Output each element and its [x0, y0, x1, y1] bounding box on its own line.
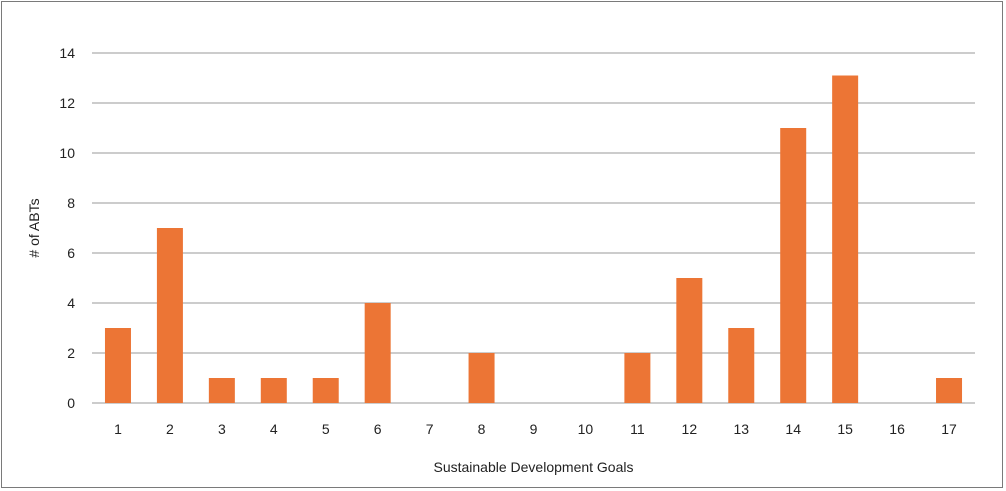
- y-tick-label: 4: [67, 295, 75, 311]
- bar: [260, 378, 287, 403]
- x-tick-label: 1: [114, 421, 122, 437]
- y-tick-label: 8: [67, 195, 75, 211]
- bar: [156, 228, 183, 403]
- bars: [104, 75, 963, 403]
- x-tick-label: 11: [630, 421, 645, 437]
- x-axis-title: Sustainable Development Goals: [433, 459, 633, 475]
- x-tick-label: 12: [682, 421, 698, 437]
- gridlines: [92, 52, 975, 404]
- x-tick-label: 16: [889, 421, 905, 437]
- bar: [936, 378, 963, 403]
- x-axis-ticks: 1 2 3 4 5 6 7 8 9 10 11 12 13 14 15 16 17: [114, 421, 957, 437]
- y-tick-label: 2: [67, 345, 75, 361]
- x-tick-label: 6: [374, 421, 382, 437]
- bar: [312, 378, 339, 403]
- y-axis-title: # of ABTs: [26, 198, 42, 257]
- x-tick-label: 14: [785, 421, 801, 437]
- x-tick-label: 10: [578, 421, 594, 437]
- y-tick-label: 6: [67, 245, 75, 261]
- y-axis-ticks: 0 2 4 6 8 10 12 14: [59, 45, 75, 411]
- x-tick-label: 3: [218, 421, 226, 437]
- y-tick-label: 12: [59, 95, 75, 111]
- bar: [468, 353, 495, 403]
- x-tick-label: 5: [322, 421, 330, 437]
- x-tick-label: 4: [270, 421, 278, 437]
- bar: [676, 278, 703, 403]
- bar: [104, 328, 131, 403]
- x-tick-label: 15: [837, 421, 853, 437]
- x-tick-label: 8: [478, 421, 486, 437]
- bar: [728, 328, 755, 403]
- x-tick-label: 9: [530, 421, 538, 437]
- x-tick-label: 2: [166, 421, 174, 437]
- y-tick-label: 14: [59, 45, 75, 61]
- bar: [780, 128, 807, 403]
- bar: [624, 353, 651, 403]
- x-tick-label: 13: [733, 421, 749, 437]
- bar: [208, 378, 235, 403]
- y-tick-label: 10: [59, 145, 75, 161]
- bar: [364, 303, 391, 403]
- bar: [832, 75, 859, 403]
- y-tick-label: 0: [67, 395, 75, 411]
- x-tick-label: 17: [941, 421, 957, 437]
- x-tick-label: 7: [426, 421, 434, 437]
